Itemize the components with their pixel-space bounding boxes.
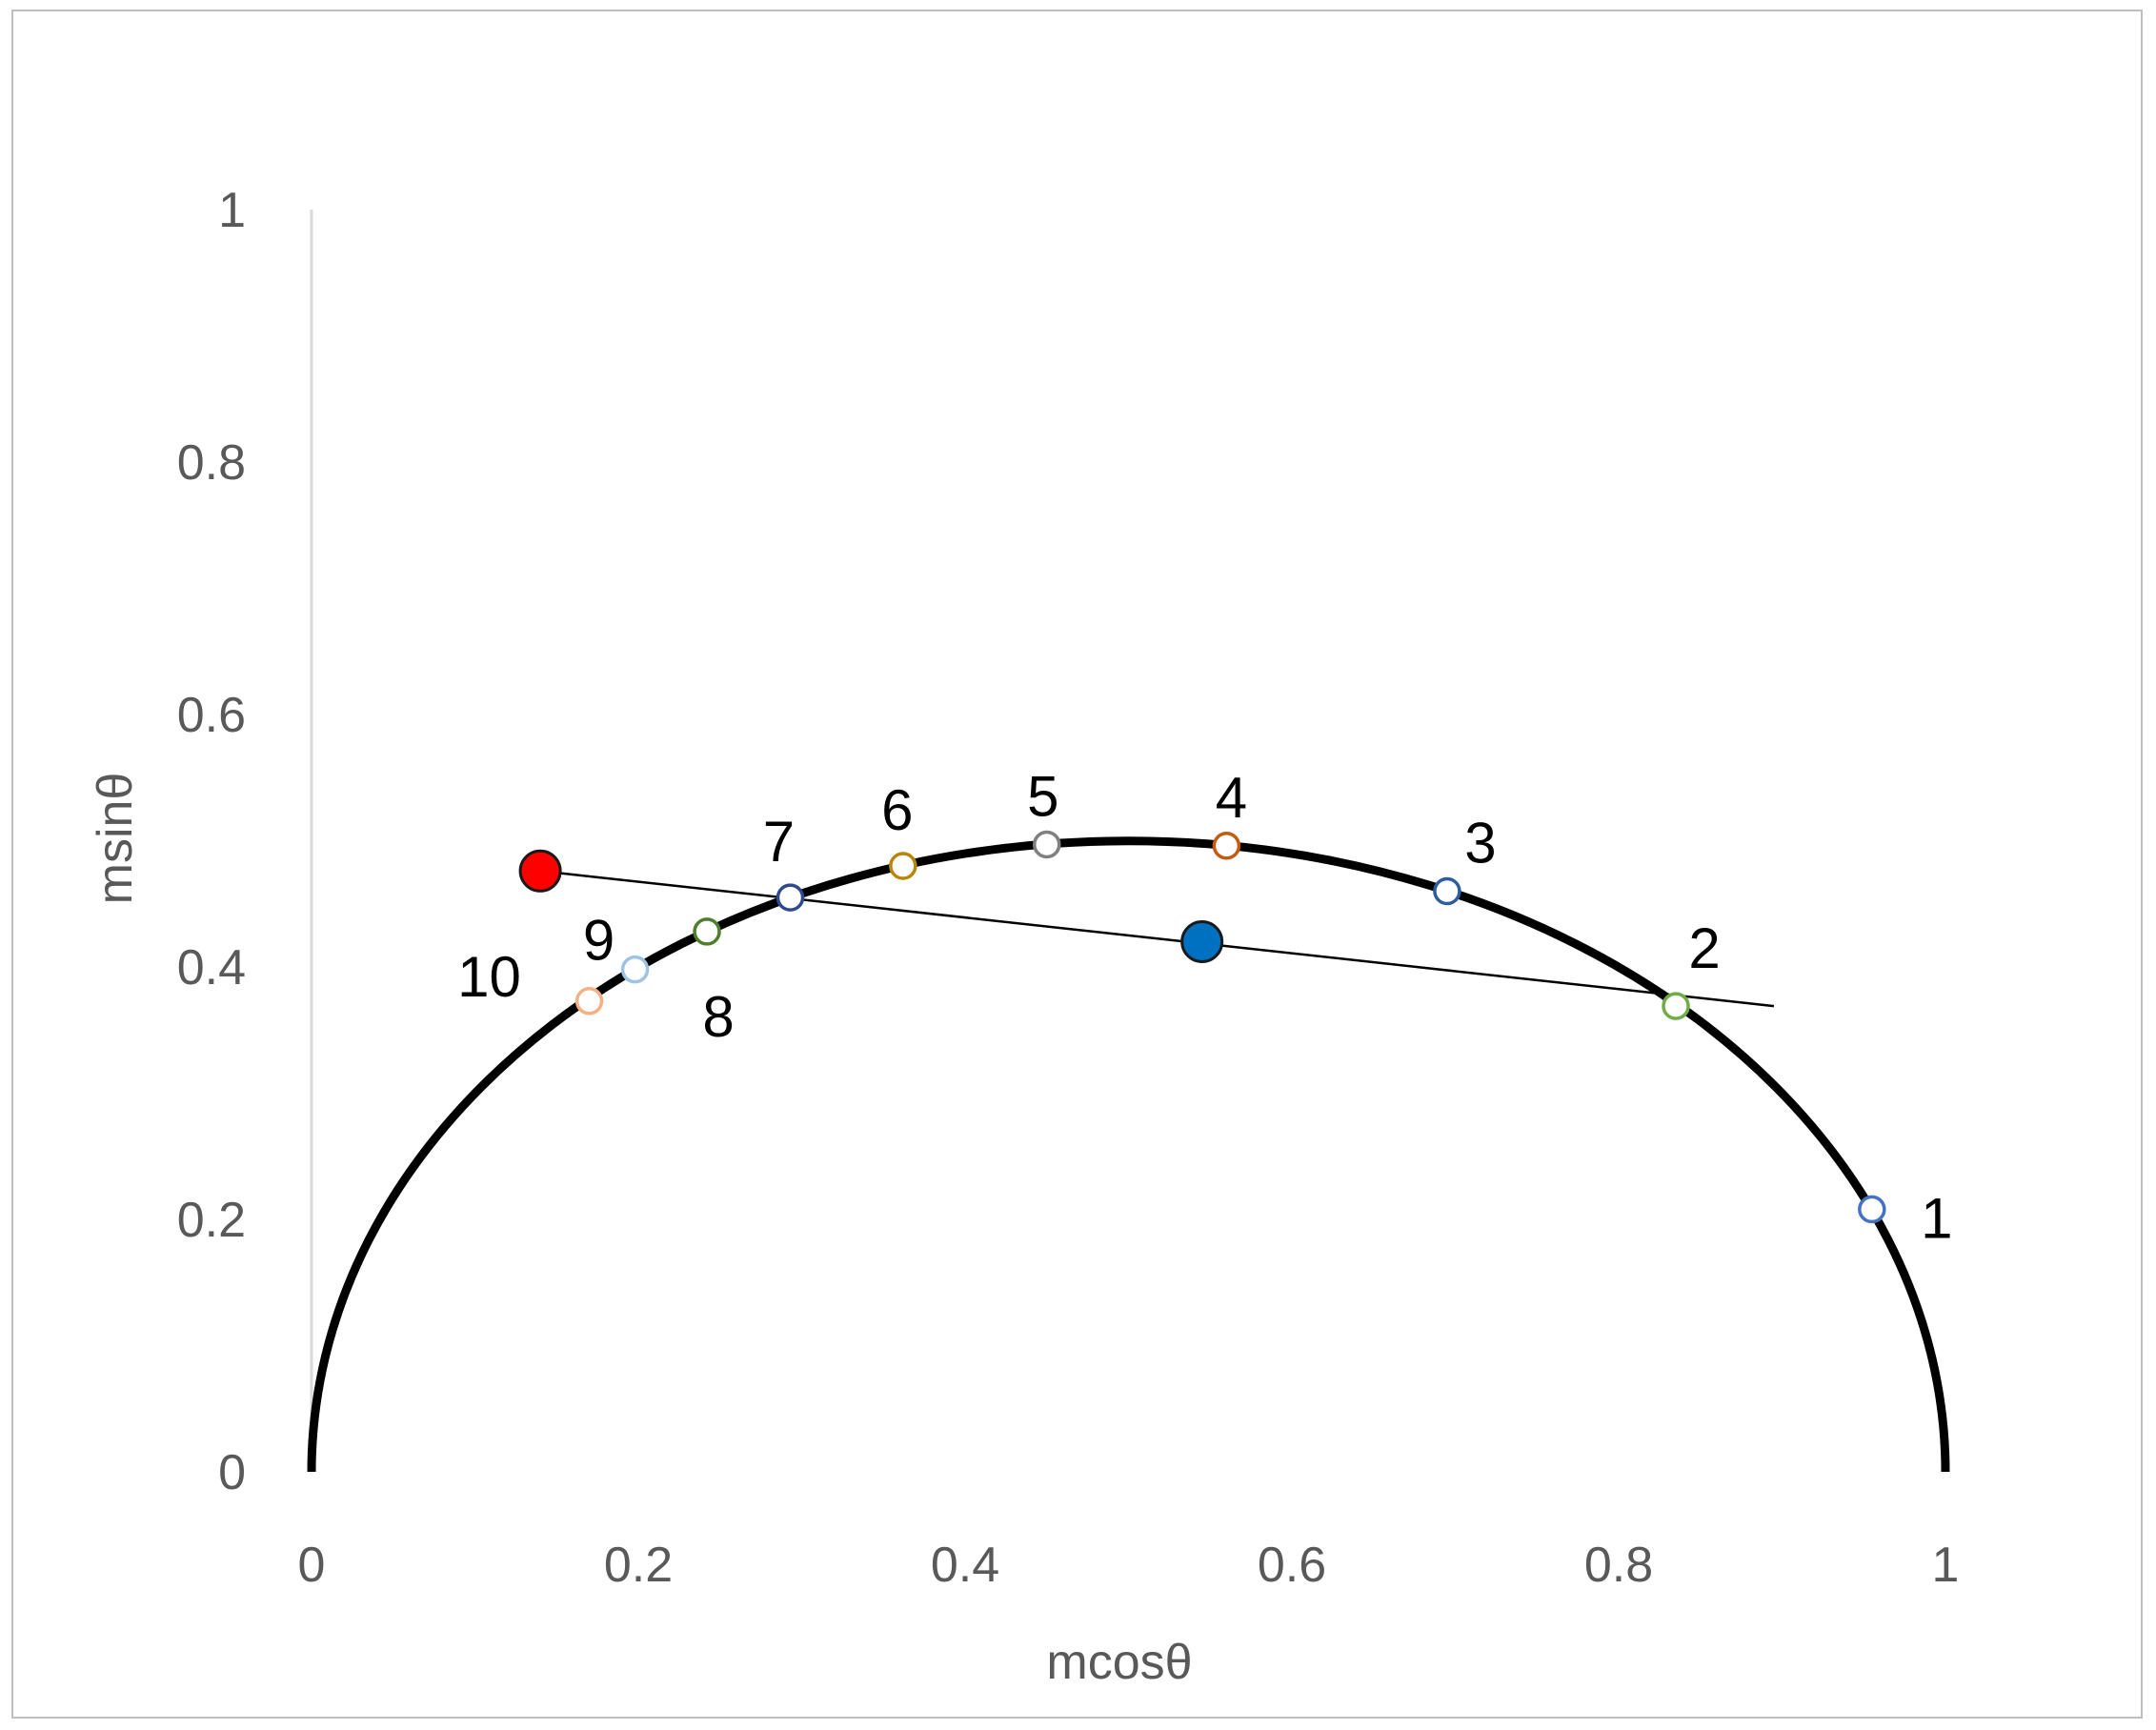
x-tick-label: 0.4: [931, 1538, 999, 1593]
point-label-5: 5: [1027, 764, 1058, 828]
y-tick-label: 0.2: [177, 1193, 246, 1248]
blue-point-marker: [1180, 920, 1224, 963]
x-tick-label: 0: [298, 1538, 326, 1593]
data-point-3: [1433, 876, 1461, 906]
x-tick-label: 0.8: [1584, 1538, 1653, 1593]
point-label-4: 4: [1216, 766, 1247, 830]
point-label-9: 9: [583, 909, 615, 973]
data-point-1: [1858, 1195, 1886, 1224]
data-point-10: [574, 987, 604, 1016]
point-labels: 1 2 3 4 5 6 7 8 9 10: [457, 764, 1952, 1250]
y-tick-labels: 0 0.2 0.4 0.6 0.8 1: [177, 183, 246, 1500]
data-point-4: [1212, 832, 1241, 860]
data-point-9: [620, 955, 650, 984]
y-tick-label: 0.8: [177, 435, 246, 491]
y-tick-label: 0: [218, 1445, 246, 1500]
y-tick-label: 0.4: [177, 940, 246, 996]
point-label-6: 6: [881, 778, 913, 842]
y-axis-title: msinθ: [88, 773, 143, 905]
point-label-10: 10: [457, 945, 521, 1009]
chart-frame: [11, 10, 2143, 1719]
x-tick-label: 0.2: [604, 1538, 673, 1593]
data-point-8: [693, 917, 721, 946]
point-label-8: 8: [702, 985, 734, 1049]
data-point-6: [889, 852, 917, 880]
point-label-3: 3: [1464, 812, 1496, 875]
y-tick-label: 1: [218, 183, 246, 238]
data-point-5: [1033, 830, 1061, 859]
x-tick-labels: 0 0.2 0.4 0.6 0.8 1: [298, 1538, 1960, 1593]
x-tick-label: 1: [1932, 1538, 1960, 1593]
x-tick-label: 0.6: [1258, 1538, 1326, 1593]
y-tick-label: 0.6: [177, 688, 246, 743]
data-point-2: [1662, 992, 1690, 1020]
point-label-1: 1: [1921, 1186, 1952, 1250]
x-axis-title: mcosθ: [1046, 1635, 1192, 1690]
point-label-2: 2: [1688, 916, 1720, 980]
data-point-7: [776, 883, 805, 912]
highlight-markers: [518, 849, 1224, 963]
point-label-7: 7: [763, 810, 795, 874]
data-points: [574, 830, 1886, 1224]
red-point-marker: [518, 849, 562, 893]
semicircle-curve: [307, 836, 1950, 1473]
connecting-line: [539, 870, 1775, 1008]
